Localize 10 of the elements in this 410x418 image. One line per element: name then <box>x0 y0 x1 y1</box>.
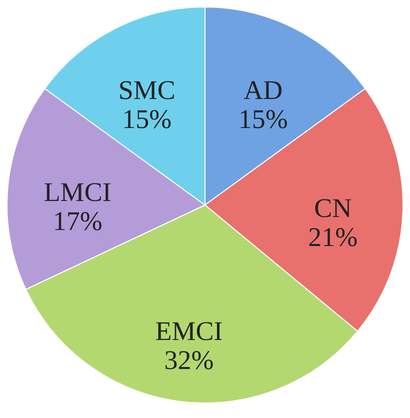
slice-label: CN <box>314 193 352 224</box>
data-label: 17% <box>52 206 102 236</box>
slice-label: SMC <box>118 74 176 105</box>
slice-label: EMCI <box>155 316 223 346</box>
data-label: 15% <box>238 104 288 134</box>
data-label: 21% <box>308 222 358 252</box>
slice-label: LMCI <box>44 176 112 207</box>
data-label: 32% <box>164 344 214 375</box>
slice-label: AD <box>244 74 283 105</box>
data-label: 15% <box>122 104 172 134</box>
